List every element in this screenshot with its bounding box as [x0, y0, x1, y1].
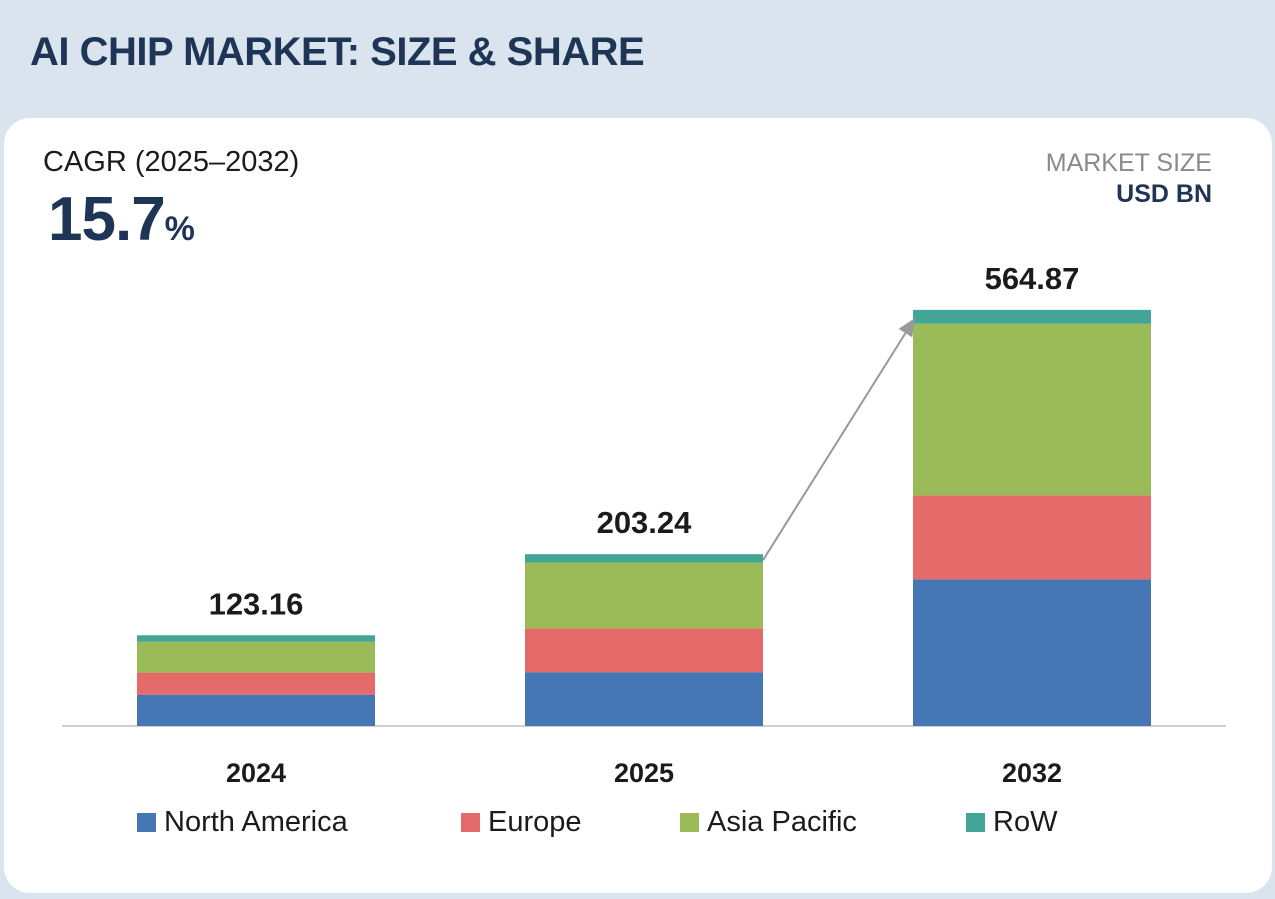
bar-2024-row — [137, 635, 375, 642]
cagr-unit: % — [164, 210, 195, 248]
market-size-unit: USD BN — [1116, 180, 1212, 208]
total-label-2025: 203.24 — [597, 505, 693, 540]
bar-2032-row — [913, 309, 1151, 324]
legend-item-north-america: North America — [137, 806, 348, 839]
cagr-label: CAGR (2025–2032) — [43, 146, 300, 178]
bar-2024-europe — [137, 672, 375, 695]
legend-swatch-asia-pacific — [680, 813, 699, 832]
legend-item-row: RoW — [966, 806, 1057, 839]
x-tick-label-2024: 2024 — [226, 758, 286, 788]
legend: North America Europe Asia Pacific RoW — [0, 806, 1275, 846]
x-tick-label-2032: 2032 — [1002, 758, 1062, 788]
legend-swatch-row — [966, 813, 985, 832]
market-size-label: MARKET SIZE — [1045, 149, 1212, 177]
bar-2025-asia-pacific — [525, 562, 763, 629]
total-label-2024: 123.16 — [209, 586, 304, 621]
bar-2024-north-america — [137, 694, 375, 726]
legend-label-north-america: North America — [164, 806, 348, 838]
bar-2024-asia-pacific — [137, 641, 375, 673]
bar-2025-europe — [525, 628, 763, 673]
legend-label-europe: Europe — [488, 806, 582, 838]
bar-2032-asia-pacific — [913, 323, 1151, 496]
legend-label-row: RoW — [993, 806, 1058, 838]
bar-2032-europe — [913, 495, 1151, 580]
cagr-value: 15.7% — [48, 184, 195, 255]
bar-2032-north-america — [913, 579, 1151, 726]
legend-label-asia-pacific: Asia Pacific — [707, 806, 857, 838]
total-label-2032: 564.87 — [985, 261, 1080, 296]
growth-arrow-line — [762, 332, 907, 561]
growth-arrow-head — [898, 317, 915, 338]
cagr-number: 15.7 — [48, 185, 166, 254]
bar-2025-row — [525, 554, 763, 563]
legend-swatch-europe — [461, 813, 480, 832]
bar-2025-north-america — [525, 672, 763, 726]
legend-item-asia-pacific: Asia Pacific — [680, 806, 857, 839]
x-tick-label-2025: 2025 — [614, 758, 674, 788]
legend-swatch-north-america — [137, 813, 156, 832]
page-title: AI CHIP MARKET: SIZE & SHARE — [30, 30, 645, 74]
legend-item-europe: Europe — [461, 806, 582, 839]
